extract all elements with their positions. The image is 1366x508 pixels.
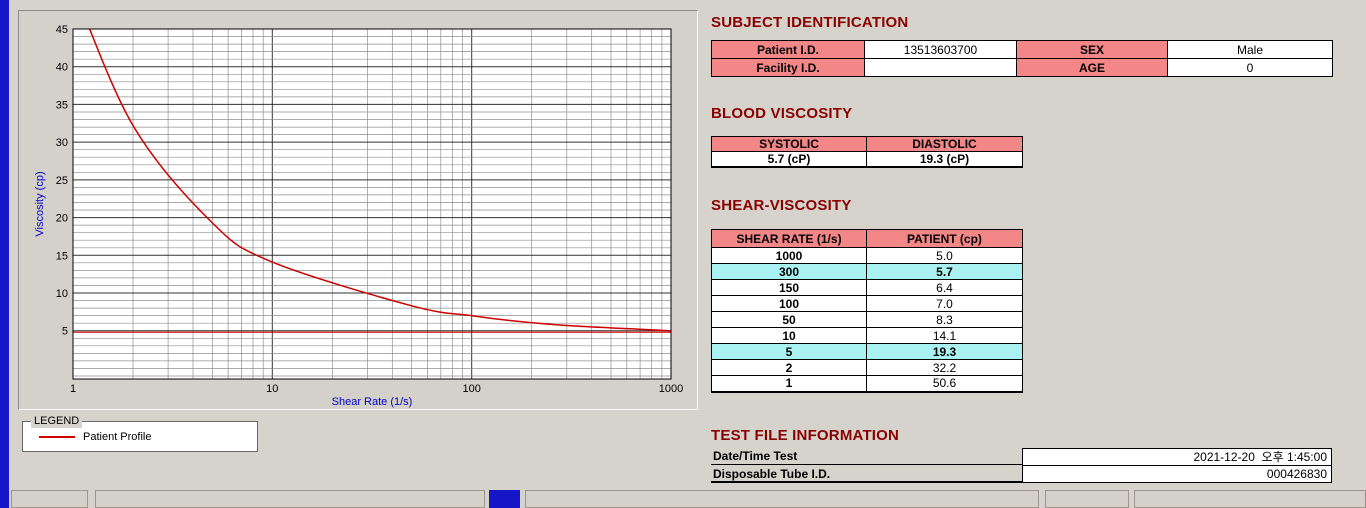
- legend-entry: Patient Profile: [23, 422, 257, 451]
- svg-text:Viscosity (cp): Viscosity (cp): [34, 171, 46, 236]
- diastolic-header: DIASTOLIC: [866, 136, 1023, 152]
- disposable-tube-label: Disposable Tube I.D.: [713, 466, 831, 481]
- patient-cp-cell: 19.3: [866, 343, 1023, 360]
- shear-rate-cell: 50: [711, 311, 867, 328]
- shear-rate-cell: 1: [711, 375, 867, 392]
- age-label: AGE: [1016, 58, 1168, 77]
- systolic-value: 5.7 (cP): [711, 151, 867, 168]
- facility-id-label: Facility I.D.: [711, 58, 865, 77]
- patient-id-label: Patient I.D.: [711, 40, 865, 59]
- sex-label: SEX: [1016, 40, 1168, 59]
- diastolic-value: 19.3 (cP): [866, 151, 1023, 168]
- blood-viscosity-title: BLOOD VISCOSITY: [711, 105, 853, 122]
- shear-rate-cell: 300: [711, 263, 867, 280]
- subject-identification-table: Patient I.D. 13513603700 SEX Male Facili…: [711, 40, 1333, 77]
- blood-viscosity-table: SYSTOLIC DIASTOLIC 5.7 (cP) 19.3 (cP): [711, 136, 1023, 168]
- table-row: 300 5.7: [711, 263, 1023, 280]
- patient-id-value: 13513603700: [864, 40, 1017, 59]
- bottom-panel-4: [1045, 490, 1129, 508]
- table-header-row: SHEAR RATE (1/s) PATIENT (cp): [711, 229, 1023, 248]
- svg-text:15: 15: [56, 250, 68, 262]
- svg-text:5: 5: [62, 326, 68, 338]
- patient-cp-cell: 32.2: [866, 359, 1023, 376]
- disposable-tube-row: Disposable Tube I.D. 000426830: [711, 465, 1332, 483]
- shear-rate-cell: 2: [711, 359, 867, 376]
- svg-text:100: 100: [463, 383, 481, 395]
- shear-rate-cell: 10: [711, 327, 867, 344]
- svg-text:10: 10: [56, 288, 68, 300]
- bottom-panel-1: [11, 490, 88, 508]
- table-row: 50 8.3: [711, 311, 1023, 328]
- bottom-panel-3: [525, 490, 1039, 508]
- age-value: 0: [1167, 58, 1333, 77]
- svg-text:45: 45: [56, 24, 68, 36]
- patient-cp-cell: 50.6: [866, 375, 1023, 392]
- table-row: 5 19.3: [711, 343, 1023, 360]
- svg-text:40: 40: [56, 62, 68, 74]
- shear-rate-cell: 100: [711, 295, 867, 312]
- table-row: SYSTOLIC DIASTOLIC: [711, 136, 1023, 152]
- bottom-panel-5: [1134, 490, 1366, 508]
- patient-cp-cell: 6.4: [866, 279, 1023, 296]
- disposable-tube-value: 000426830: [1022, 465, 1332, 482]
- svg-text:Shear Rate (1/s): Shear Rate (1/s): [332, 396, 413, 408]
- shear-rate-cell: 150: [711, 279, 867, 296]
- patient-cp-cell: 8.3: [866, 311, 1023, 328]
- svg-text:30: 30: [56, 137, 68, 149]
- table-row: 1 50.6: [711, 375, 1023, 392]
- table-row: 150 6.4: [711, 279, 1023, 296]
- svg-text:1000: 1000: [659, 383, 683, 395]
- bottom-panel-2: [95, 490, 485, 508]
- patient-cp-cell: 5.7: [866, 263, 1023, 280]
- shear-viscosity-table: SHEAR RATE (1/s) PATIENT (cp) 1000 5.0 300…: [711, 229, 1023, 393]
- patient-cp-header: PATIENT (cp): [866, 229, 1023, 248]
- table-row: Patient I.D. 13513603700 SEX Male: [711, 40, 1333, 59]
- table-row: Facility I.D. AGE 0: [711, 58, 1333, 77]
- svg-text:25: 25: [56, 175, 68, 187]
- shear-rate-cell: 1000: [711, 247, 867, 264]
- table-row: 1000 5.0: [711, 247, 1023, 264]
- svg-text:20: 20: [56, 213, 68, 225]
- legend-series-label: Patient Profile: [83, 430, 152, 443]
- bottom-blue-swatch: [489, 490, 520, 508]
- table-row: 2 32.2: [711, 359, 1023, 376]
- subject-identification-title: SUBJECT IDENTIFICATION: [711, 14, 909, 31]
- table-row: 100 7.0: [711, 295, 1023, 312]
- datetime-test-row: Date/Time Test 2021-12-20 오후 1:45:00: [711, 447, 1332, 465]
- patient-cp-cell: 5.0: [866, 247, 1023, 264]
- shear-viscosity-chart: 5 10 15 20 25 30 35 40 45 1 10 100 1000 Viscosity (cp…: [34, 24, 683, 408]
- patient-cp-cell: 14.1: [866, 327, 1023, 344]
- shear-rate-cell: 5: [711, 343, 867, 360]
- systolic-header: SYSTOLIC: [711, 136, 867, 152]
- shear-rate-header: SHEAR RATE (1/s): [711, 229, 867, 248]
- viscosity-chart-panel: 5 10 15 20 25 30 35 40 45 1 10 100 1000 Viscosity (cp…: [18, 10, 698, 410]
- table-row: 5.7 (cP) 19.3 (cP): [711, 151, 1023, 168]
- patient-profile-line-swatch: [39, 435, 75, 438]
- left-accent-strip: [0, 0, 9, 508]
- svg-text:10: 10: [266, 383, 278, 395]
- datetime-test-value: 2021-12-20 오후 1:45:00: [1022, 447, 1332, 465]
- shear-viscosity-title: SHEAR-VISCOSITY: [711, 197, 852, 214]
- sex-value: Male: [1167, 40, 1333, 59]
- chart-legend: LEGEND Patient Profile: [22, 414, 258, 452]
- patient-cp-cell: 7.0: [866, 295, 1023, 312]
- table-row: 10 14.1: [711, 327, 1023, 344]
- test-file-information-title: TEST FILE INFORMATION: [711, 427, 900, 444]
- svg-text:35: 35: [56, 99, 68, 111]
- legend-caption: LEGEND: [31, 414, 83, 428]
- facility-id-value: [864, 58, 1017, 77]
- svg-text:1: 1: [70, 383, 76, 395]
- datetime-test-label: Date/Time Test: [713, 449, 798, 463]
